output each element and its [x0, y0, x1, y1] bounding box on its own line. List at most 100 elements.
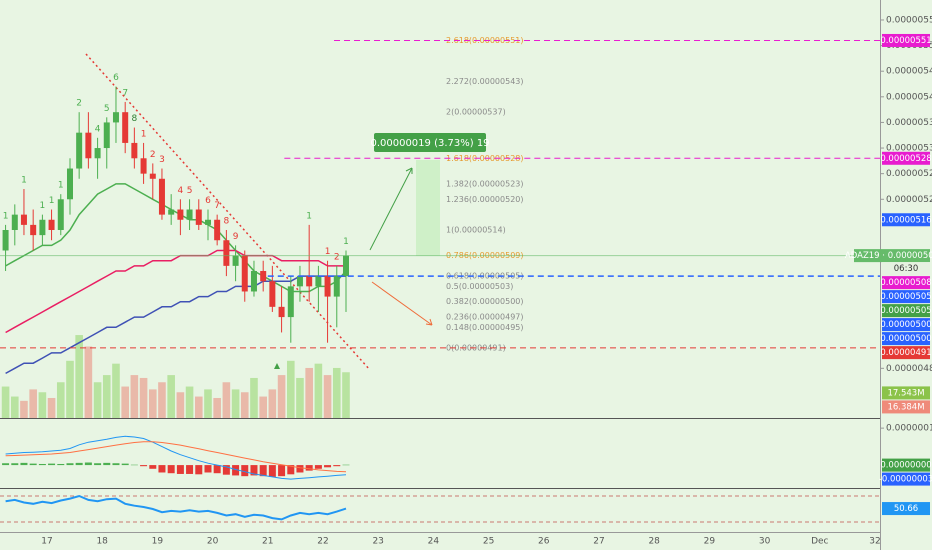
- candle-body: [287, 286, 294, 318]
- volume-bar: [240, 392, 249, 418]
- x-tick-label: 27: [593, 537, 604, 547]
- arrow-head: [405, 167, 413, 174]
- rsi-tag: [882, 502, 930, 516]
- y-tick-label: 0.00000487: [886, 364, 932, 374]
- macd-histogram: [57, 463, 65, 466]
- price-tag-label: 0.00000528: [880, 154, 931, 164]
- candle-body: [241, 255, 248, 292]
- macd-histogram: [213, 465, 221, 474]
- sequence-count: 1: [141, 129, 147, 139]
- volume-bar: [66, 360, 74, 418]
- macd-histogram: [305, 465, 313, 471]
- sequence-count: 5: [187, 186, 193, 196]
- volume-bar: [84, 346, 93, 418]
- macd-histogram: [278, 465, 286, 477]
- candle-body: [306, 276, 313, 287]
- volume-bar: [185, 386, 194, 418]
- sequence-count: 4: [178, 186, 184, 196]
- price-tag-label: 0.00000505: [880, 306, 931, 316]
- candle-body: [30, 224, 37, 236]
- volume-bar: [93, 382, 102, 418]
- volume-bar: [296, 377, 304, 418]
- volume-bar: [20, 400, 28, 418]
- y-tick-label: 0.00000525: [886, 169, 932, 179]
- macd-tag-label: -0.00000003: [879, 475, 932, 485]
- candle-body: [39, 219, 46, 236]
- macd-histogram: [342, 464, 350, 466]
- price-tag-label: 0.00000508: [880, 278, 931, 288]
- price-tag-label: 0.00000516: [880, 215, 931, 225]
- sequence-count: 1: [325, 247, 331, 257]
- sequence-count: 8: [131, 114, 137, 124]
- macd-histogram: [11, 463, 19, 466]
- macd-histogram: [112, 463, 120, 466]
- price-tag: [854, 249, 930, 263]
- volume-bar: [231, 389, 240, 418]
- candle-body: [103, 122, 110, 149]
- candle-body: [232, 255, 239, 266]
- price-tag: [882, 262, 930, 276]
- macd-histogram: [158, 465, 166, 473]
- volume-bar: [148, 389, 157, 418]
- volume-tag-label: 16.384M: [887, 402, 924, 412]
- macd-tag: [882, 458, 930, 472]
- price-tag-label: 06:30: [894, 264, 919, 274]
- price-tag: [882, 151, 930, 165]
- volume-bar: [75, 335, 83, 418]
- rsi-tag-label: 50.66: [894, 504, 918, 514]
- price-tag-label: 0.00000505: [880, 292, 931, 302]
- volume-bar: [176, 392, 185, 418]
- volume-bar: [268, 389, 277, 418]
- price-tag: [882, 213, 930, 227]
- sequence-count: 4: [95, 124, 101, 134]
- x-tick-label: 20: [207, 537, 219, 547]
- sequence-count: 1: [343, 237, 349, 247]
- sequence-count: 7: [214, 201, 220, 211]
- volume-bar: [139, 377, 148, 418]
- volume-bar: [323, 375, 332, 418]
- candle-body: [149, 173, 156, 179]
- volume-bar: [130, 375, 139, 418]
- volume-tag: [882, 400, 930, 414]
- sequence-count: 1: [3, 211, 9, 221]
- price-tag-label: ADAZ19 · 0.00000509: [845, 251, 932, 261]
- volume-bar: [167, 375, 175, 418]
- x-tick-label: Dec: [811, 537, 828, 547]
- fib-label: 1.236(0.00000520): [446, 195, 524, 204]
- price-tag: [882, 346, 930, 360]
- macd-tag: [882, 472, 930, 486]
- volume-bar: [204, 389, 212, 418]
- sequence-count: 7: [122, 88, 128, 98]
- chart-layout: 0.00000019 (3.73%) 19: [0, 0, 881, 550]
- volume-bar: [305, 367, 313, 418]
- macd-line: [5, 441, 347, 473]
- candle-body: [140, 158, 147, 174]
- volume-bar: [158, 382, 166, 418]
- candle-body: [250, 270, 257, 292]
- candle-body: [66, 168, 73, 200]
- measure-label: 0.00000019 (3.73%) 19: [370, 138, 489, 149]
- candle-body: [57, 199, 64, 231]
- fib-label: 0.236(0.00000497): [446, 313, 524, 322]
- volume-bar: [332, 367, 341, 418]
- x-tick-label: 26: [538, 537, 550, 547]
- price-tag: [882, 318, 930, 332]
- x-tick-label: 18: [96, 537, 108, 547]
- candle-body: [278, 306, 285, 318]
- volume-bar: [47, 397, 56, 418]
- candle-body: [342, 255, 349, 277]
- macd-histogram: [287, 465, 295, 475]
- measure-box: [374, 133, 486, 152]
- volume-bar: [121, 386, 129, 418]
- y-tick-label: 0.00000535: [886, 118, 932, 128]
- candle-body: [269, 281, 276, 307]
- macd-histogram: [103, 462, 111, 466]
- macd-histogram: [324, 465, 332, 468]
- sequence-count: 9: [233, 232, 239, 242]
- volume-bar: [112, 363, 120, 418]
- price-tag: [882, 33, 930, 47]
- macd-histogram: [333, 465, 341, 467]
